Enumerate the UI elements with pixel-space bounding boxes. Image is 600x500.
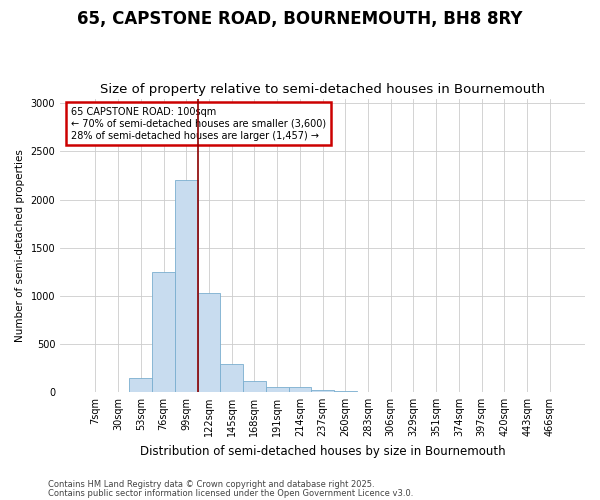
Bar [175,180,197,392]
Bar [289,387,311,392]
Text: Contains HM Land Registry data © Crown copyright and database right 2025.: Contains HM Land Registry data © Crown c… [48,480,374,489]
Bar [197,293,220,392]
Bar [152,272,175,392]
Y-axis label: Number of semi-detached properties: Number of semi-detached properties [15,149,25,342]
Bar [243,382,266,392]
Bar [334,391,356,392]
Bar [311,390,334,392]
Text: Contains public sector information licensed under the Open Government Licence v3: Contains public sector information licen… [48,488,413,498]
Bar [220,364,243,392]
Text: 65 CAPSTONE ROAD: 100sqm
← 70% of semi-detached houses are smaller (3,600)
28% o: 65 CAPSTONE ROAD: 100sqm ← 70% of semi-d… [71,108,326,140]
Bar [130,378,152,392]
Title: Size of property relative to semi-detached houses in Bournemouth: Size of property relative to semi-detach… [100,83,545,96]
Bar [266,386,289,392]
X-axis label: Distribution of semi-detached houses by size in Bournemouth: Distribution of semi-detached houses by … [140,444,505,458]
Text: 65, CAPSTONE ROAD, BOURNEMOUTH, BH8 8RY: 65, CAPSTONE ROAD, BOURNEMOUTH, BH8 8RY [77,10,523,28]
